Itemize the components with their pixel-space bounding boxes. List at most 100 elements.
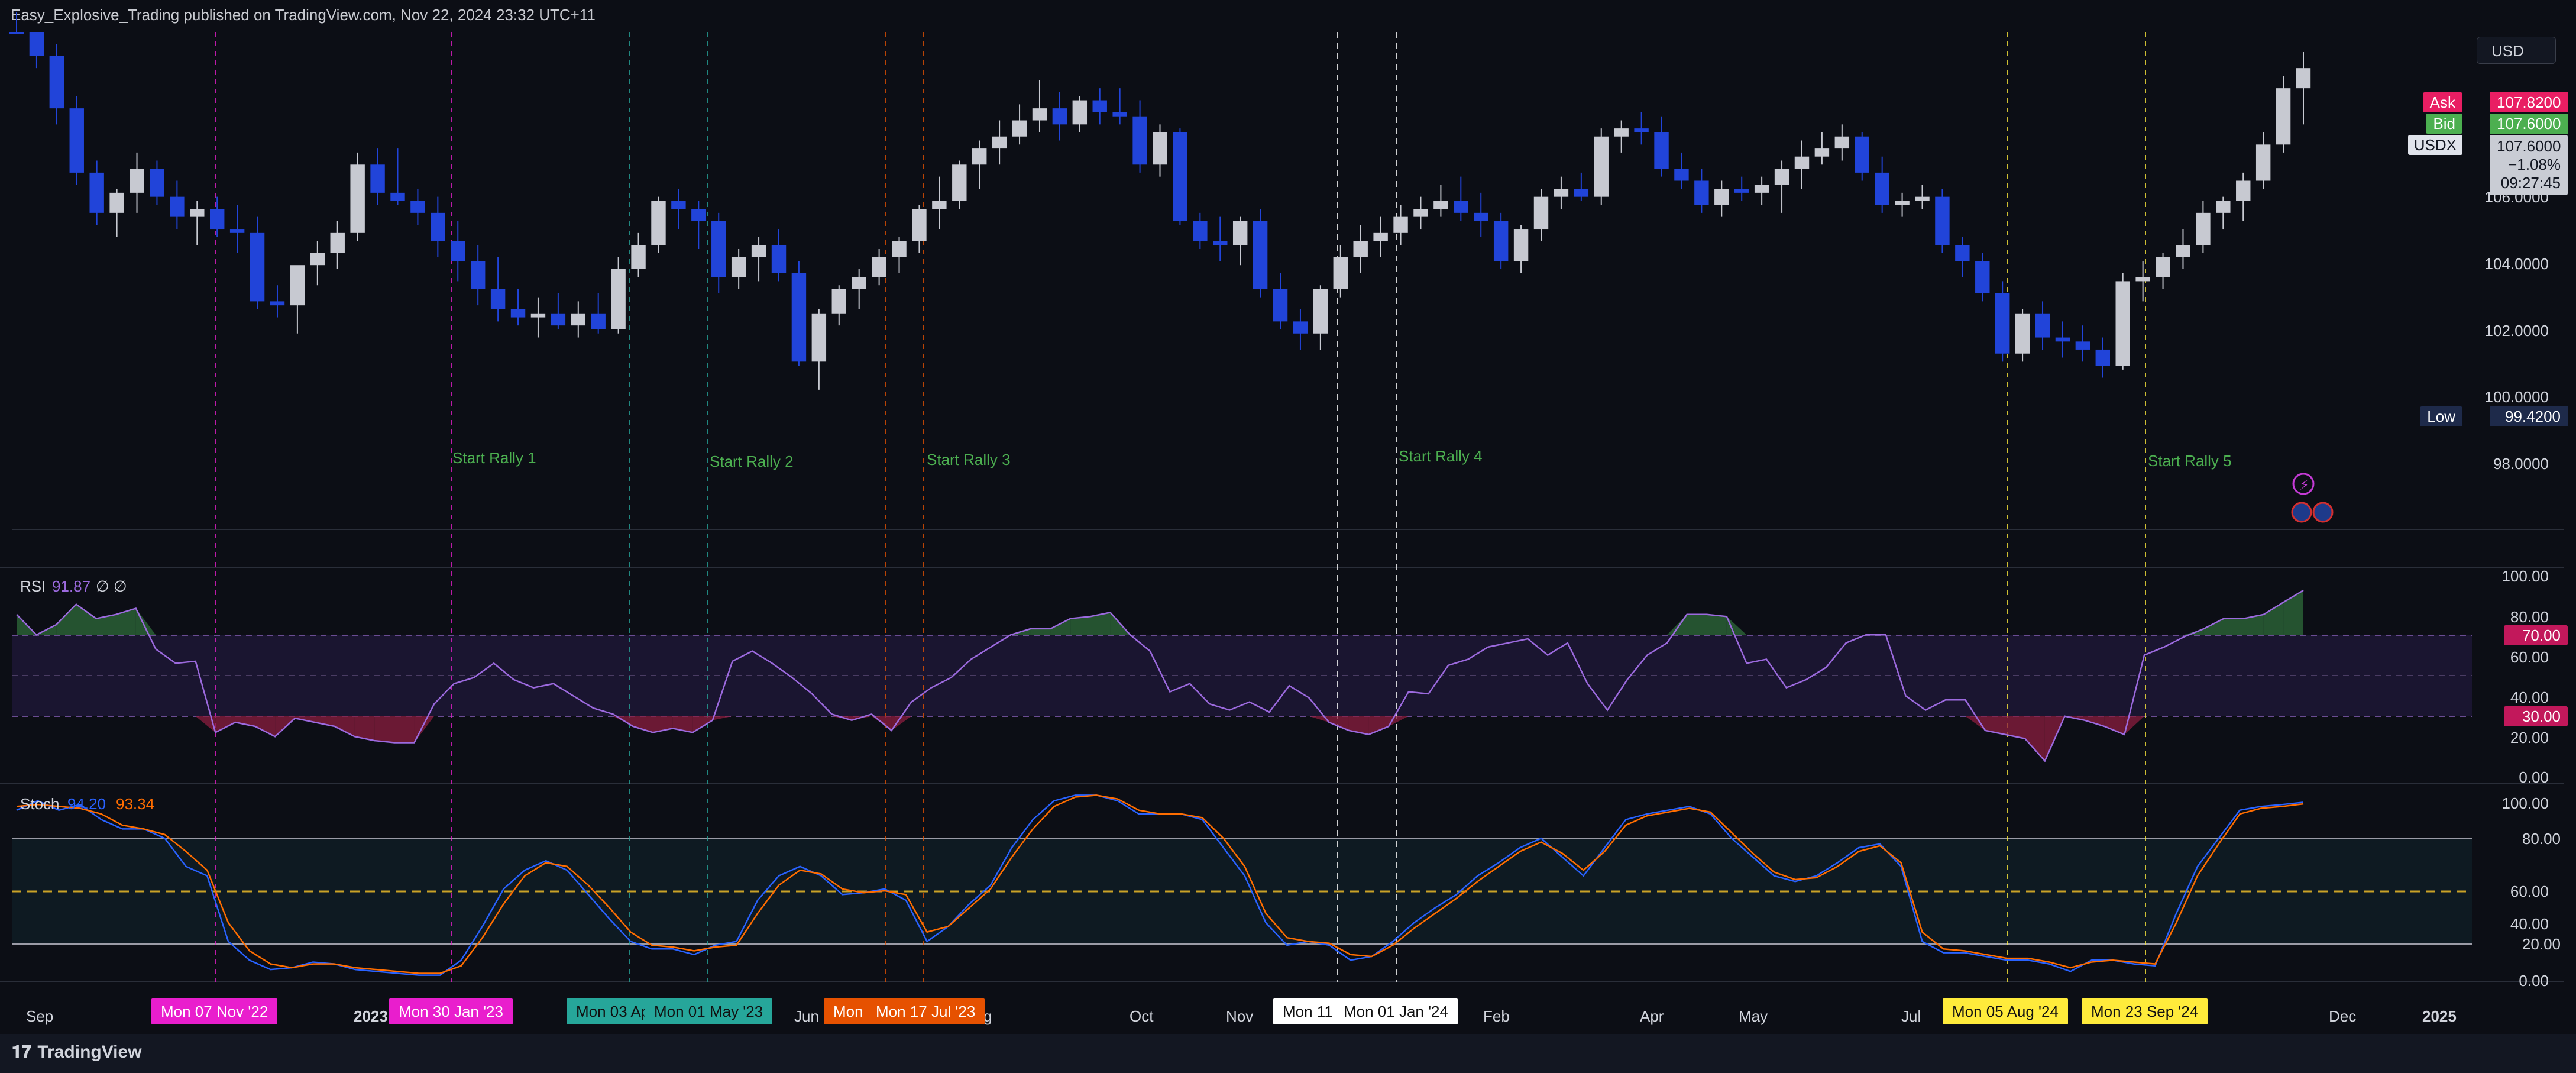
- lightning-event-icon[interactable]: [2292, 473, 2315, 495]
- candle-body: [1995, 293, 2010, 354]
- rsi-overbought-fill: [135, 608, 156, 635]
- candle-body: [1333, 257, 1348, 289]
- change-percent: −1.08%: [2508, 156, 2561, 173]
- rsi-oversold-fill: [255, 716, 276, 737]
- candle-body: [1614, 128, 1629, 137]
- vertical-marker-lines: [215, 32, 2146, 982]
- rsi-oversold-fill: [1309, 716, 1329, 723]
- stoch-series: [16, 794, 2304, 976]
- candle-body: [1915, 196, 1930, 201]
- candle-body: [1794, 156, 1810, 169]
- currency-button[interactable]: USD: [2477, 37, 2556, 64]
- date-tag-05-aug-24: Mon 05 Aug '24: [1943, 998, 2068, 1024]
- price-tick-100: 100.0000: [2485, 388, 2549, 406]
- candle-body: [330, 232, 345, 253]
- candle-body: [1814, 148, 1830, 157]
- rsi-overbought-fill: [1707, 614, 1727, 635]
- candle-body: [992, 136, 1007, 149]
- candle-body: [1032, 108, 1047, 121]
- footer-brand: TradingView: [37, 1042, 142, 1062]
- us-flag-event-icon[interactable]: [2291, 502, 2312, 523]
- candle-body: [1594, 136, 1609, 197]
- xaxis-label-2023: 2023: [354, 1007, 388, 1025]
- rsi-overbought-fill: [1030, 628, 1051, 635]
- xaxis-label-feb: Feb: [1483, 1007, 1510, 1025]
- candle-body: [2236, 180, 2251, 201]
- candle-body: [390, 192, 405, 201]
- rsi-oversold-fill: [414, 716, 435, 743]
- xaxis-label-oct: Oct: [1130, 1007, 1154, 1025]
- candle-body: [1714, 189, 1729, 205]
- candle-body: [1112, 112, 1127, 117]
- candle-body: [831, 289, 846, 314]
- rsi-oversold-fill: [315, 716, 335, 726]
- candle-body: [1413, 209, 1428, 217]
- chart-area[interactable]: Start Rally 1 Start Rally 2 Start Rally …: [0, 0, 2576, 1034]
- candle-body: [2115, 281, 2130, 366]
- candle-body: [751, 245, 766, 257]
- candle-body: [2075, 341, 2090, 350]
- stoch-tick-40: 40.00: [2510, 915, 2549, 933]
- lightning-glyph-icon: ⚡: [2299, 477, 2309, 493]
- xaxis-label-apr: Apr: [1640, 1007, 1664, 1025]
- last-price-value: 107.6000: [2497, 137, 2561, 155]
- candle-body: [2095, 349, 2111, 366]
- bid-value: 107.6000: [2490, 114, 2568, 134]
- rsi-tick-100: 100.00: [2501, 567, 2549, 585]
- candle-body: [912, 209, 927, 241]
- candle-body: [1052, 108, 1067, 125]
- rsi-oversold-fill: [195, 716, 216, 733]
- xaxis-label-may: May: [1739, 1007, 1768, 1025]
- xaxis-label-jul: Jul: [1901, 1007, 1921, 1025]
- footer-bar: 𝟏𝟕 TradingView: [0, 1034, 2576, 1073]
- candle-body: [410, 201, 425, 213]
- rsi-legend-value: 91.87: [52, 577, 90, 595]
- candle-body: [290, 265, 305, 306]
- rsi-tick-0: 0.00: [2519, 768, 2549, 786]
- candle-body: [691, 209, 706, 221]
- rally-label-3: Start Rally 3: [927, 451, 1011, 468]
- candle-body: [1313, 289, 1328, 334]
- stoch-legend-title[interactable]: Stoch: [20, 795, 60, 813]
- candle-body: [1834, 136, 1850, 149]
- rsi-oversold-fill: [891, 716, 912, 731]
- rsi-oversold-fill: [653, 716, 673, 733]
- candle-body: [1895, 201, 1910, 205]
- rsi-legend-title[interactable]: RSI: [20, 577, 46, 595]
- candle-body: [1373, 232, 1388, 241]
- candle-body: [852, 277, 866, 289]
- candle-body: [1674, 169, 1689, 181]
- candle-body: [1293, 321, 1308, 334]
- date-tag-03-apr-23: Mon 03 Ap: [567, 998, 659, 1024]
- candle-body: [190, 209, 205, 217]
- rsi-oversold-fill: [852, 716, 872, 720]
- rsi-overbought-fill: [2263, 602, 2284, 635]
- rsi-oversold-fill: [394, 716, 415, 743]
- candle-body: [2255, 144, 2271, 181]
- tradingview-logo[interactable]: 𝟏𝟕 TradingView: [12, 1042, 142, 1062]
- candle-body: [431, 212, 445, 241]
- xaxis-label-sep: Sep: [26, 1007, 53, 1025]
- rsi-oversold-fill: [215, 716, 235, 733]
- rally-label-4: Start Rally 4: [1399, 447, 1483, 465]
- ask-label: Ask: [2422, 92, 2462, 112]
- rsi-overbought-fill: [2244, 614, 2264, 635]
- candle-body: [1554, 189, 1569, 197]
- rsi-tick-40: 40.00: [2510, 689, 2549, 706]
- rsi-oversold-fill: [235, 716, 255, 726]
- candle-body: [451, 241, 465, 261]
- candle-body: [1153, 132, 1167, 165]
- candle-body: [1474, 212, 1488, 221]
- rsi-series: [16, 589, 2304, 762]
- candle-body: [310, 253, 325, 266]
- rsi-overbought-fill: [56, 604, 76, 635]
- us-flag-event-icon-2[interactable]: [2312, 502, 2334, 523]
- rsi-oversold-fill: [374, 716, 394, 743]
- candle-body: [1273, 289, 1288, 322]
- candle-body: [2035, 313, 2050, 338]
- symbol-label: USDX: [2407, 135, 2462, 155]
- rsi-tick-80: 80.00: [2510, 608, 2549, 626]
- candle-body: [611, 269, 626, 329]
- candle-body: [1072, 100, 1088, 125]
- candle-body: [1012, 120, 1027, 137]
